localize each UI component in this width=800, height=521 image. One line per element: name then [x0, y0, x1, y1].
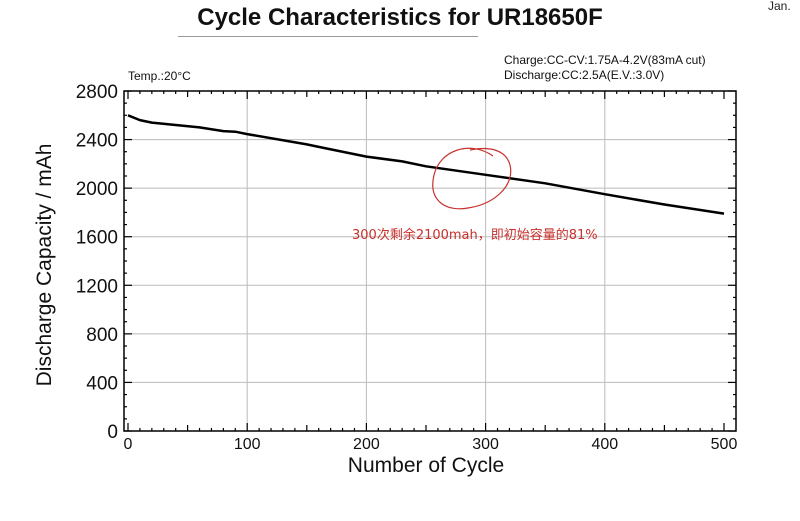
- x-tick-label: 200: [353, 436, 380, 453]
- y-tick-label: 800: [86, 325, 118, 346]
- x-tick-label: 0: [124, 436, 133, 453]
- y-tick-label: 400: [86, 373, 118, 394]
- x-axis-label: Number of Cycle: [348, 454, 504, 477]
- annotation-circle: [432, 147, 512, 210]
- capacity-line: [127, 114, 725, 215]
- y-tick-label: 2000: [76, 179, 118, 200]
- x-tick-label: 400: [591, 436, 618, 453]
- y-tick-label: 2400: [76, 131, 118, 152]
- x-tick-label: 100: [234, 436, 261, 453]
- y-tick-label: 1200: [76, 276, 118, 297]
- annotation-text: 300次剩余2100mah，即初始容量的81%: [352, 228, 598, 243]
- y-tick-label: 2800: [76, 82, 118, 103]
- x-tick-label: 300: [472, 436, 499, 453]
- y-tick-label: 0: [107, 422, 118, 443]
- discharge-condition: Discharge:CC:2.5A(E.V.:3.0V): [504, 68, 665, 82]
- y-axis-label: Discharge Capacity / mAh: [33, 144, 56, 387]
- x-tick-label: 500: [711, 436, 738, 453]
- corner-text: Jan.: [768, 0, 791, 13]
- charge-condition: Charge:CC-CV:1.75A-4.2V(83mA cut): [504, 53, 706, 67]
- chart-title: Cycle Characteristics for UR18650F: [197, 4, 603, 31]
- temperature-label: Temp.:20°C: [128, 69, 191, 83]
- y-tick-label: 1600: [76, 228, 118, 249]
- title-underline: [178, 36, 478, 37]
- plot-frame: [123, 90, 737, 432]
